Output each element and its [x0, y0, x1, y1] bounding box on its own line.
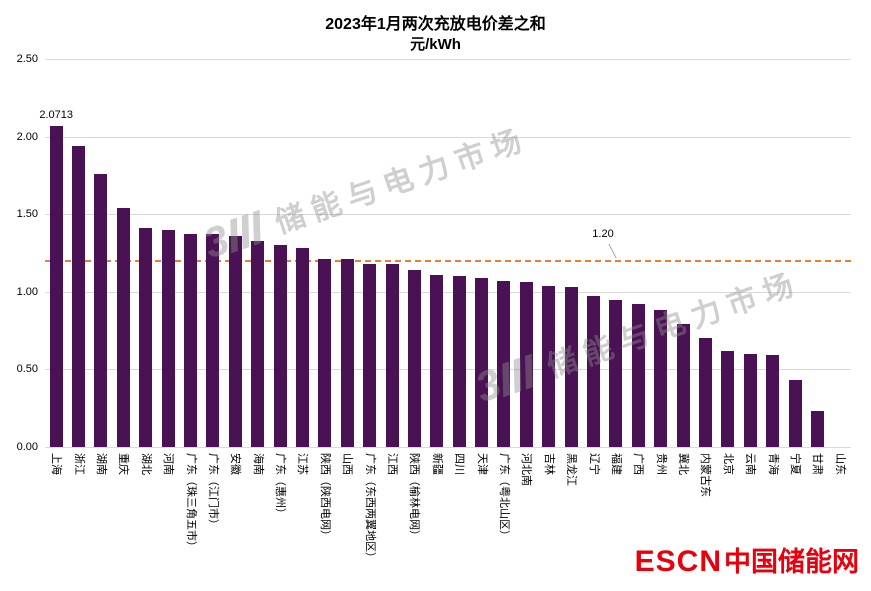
- x-axis-label: 广东（珠三角五市）: [184, 453, 197, 552]
- x-axis-label: 浙江: [72, 453, 85, 475]
- reference-line-label: 1.20: [592, 228, 614, 240]
- bar: [609, 299, 623, 447]
- escn-logo-text: ESCN: [634, 545, 722, 578]
- bar: [385, 263, 399, 447]
- bar: [654, 310, 668, 447]
- x-axis-label: 天津: [475, 453, 488, 475]
- gridline: [45, 291, 851, 293]
- bar-value-label: 2.0713: [39, 108, 74, 121]
- x-axis-label: 青海: [766, 453, 779, 475]
- x-axis-label: 广东（江门市）: [206, 453, 219, 530]
- bar: [228, 235, 242, 447]
- bar: [497, 280, 511, 447]
- x-axis-label: 广东（粤北山区）: [497, 453, 510, 541]
- gridline: [45, 214, 851, 216]
- bar: [452, 276, 466, 447]
- bar: [251, 240, 265, 447]
- bar: [49, 125, 63, 447]
- x-axis-label: 甘肃: [811, 453, 824, 475]
- bar: [94, 173, 108, 447]
- x-axis-label: 广东（东西两翼地区）: [363, 453, 376, 563]
- bar: [788, 380, 802, 447]
- x-axis-label: 河南: [162, 453, 175, 475]
- bar: [206, 234, 220, 447]
- x-axis-label: 陕西（陕西电网）: [318, 453, 331, 541]
- x-axis-label: 吉林: [542, 453, 555, 475]
- bar: [295, 248, 309, 447]
- x-axis-label: 湖北: [139, 453, 152, 475]
- chart-title: 2023年1月两次充放电价差之和: [325, 16, 546, 33]
- x-axis-label: 江苏: [296, 453, 309, 475]
- x-axis-label: 冀北: [677, 453, 690, 475]
- bar: [475, 277, 489, 447]
- bar: [698, 338, 712, 447]
- bar: [340, 259, 354, 447]
- x-axis-label: 山东: [833, 453, 846, 475]
- bar: [184, 234, 198, 447]
- x-axis-label: 海南: [251, 453, 264, 475]
- x-axis-label: 福建: [609, 453, 622, 475]
- gridline: [45, 369, 851, 371]
- y-axis-tick-label: 1.00: [16, 285, 38, 298]
- bar: [273, 245, 287, 447]
- bar: [139, 228, 153, 447]
- x-axis-label: 上海: [50, 453, 63, 475]
- bar: [363, 263, 377, 447]
- bar: [116, 207, 130, 447]
- gridline: [45, 136, 851, 138]
- bar: [721, 350, 735, 447]
- x-axis-label: 河北南: [520, 453, 533, 486]
- x-axis-label: 重庆: [117, 453, 130, 475]
- bar: [519, 282, 533, 447]
- x-axis-label: 安徽: [229, 453, 242, 475]
- y-axis-tick-label: 2.50: [16, 53, 38, 65]
- x-axis-label: 陕西（榆林电网）: [408, 453, 421, 541]
- bar: [810, 411, 824, 447]
- y-axis-tick-label: 0.00: [16, 441, 38, 453]
- bar: [407, 270, 421, 447]
- bar: [542, 285, 556, 447]
- bar: [743, 353, 757, 447]
- y-axis-tick-label: 2.00: [16, 130, 38, 143]
- x-axis-label: 辽宁: [587, 453, 600, 475]
- chart-unit-label: 元/kWh: [410, 36, 461, 53]
- bar: [161, 229, 175, 447]
- reference-line: [45, 259, 851, 262]
- reference-leader-line: [608, 243, 617, 259]
- x-axis-label: 北京: [721, 453, 734, 475]
- gridline: [45, 447, 851, 448]
- x-axis-label: 贵州: [654, 453, 667, 475]
- y-axis-tick-label: 1.50: [16, 208, 38, 221]
- bar: [318, 259, 332, 447]
- x-axis-label: 宁夏: [789, 453, 802, 475]
- gridline: [45, 59, 851, 60]
- escn-logo: ESCN 中国储能网: [635, 540, 859, 579]
- bar: [430, 274, 444, 447]
- x-axis-label: 山西: [341, 453, 354, 475]
- x-axis-label: 广西: [632, 453, 645, 475]
- bar: [631, 304, 645, 447]
- bar: [72, 145, 86, 447]
- x-axis-label: 广东（惠州）: [274, 453, 287, 519]
- x-axis-label: 江西: [386, 453, 399, 475]
- x-axis-label: 黑龙江: [565, 453, 578, 486]
- x-axis-label: 湖南: [94, 453, 107, 475]
- bar: [766, 355, 780, 447]
- bar: [587, 296, 601, 447]
- x-axis-label: 新疆: [430, 453, 443, 475]
- x-axis-label: 四川: [453, 453, 466, 475]
- x-axis-label: 内蒙古东: [699, 453, 712, 497]
- y-axis-tick-label: 0.50: [16, 363, 38, 376]
- x-axis-label: 云南: [744, 453, 757, 475]
- bar: [564, 287, 578, 447]
- escn-logo-cn-text: 中国储能网: [724, 547, 859, 577]
- bar: [676, 324, 690, 447]
